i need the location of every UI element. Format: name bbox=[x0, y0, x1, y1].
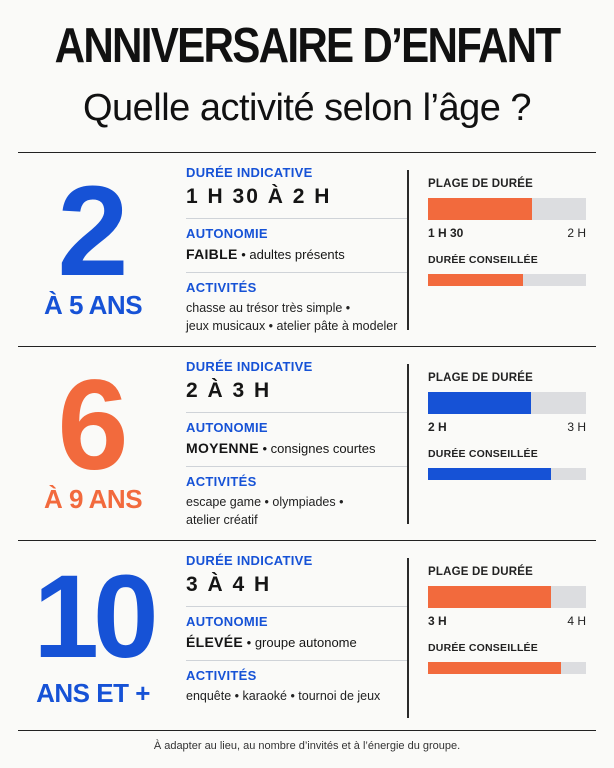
separator bbox=[186, 412, 408, 413]
activities-line: enquête • karaoké • tournoi de jeux bbox=[186, 689, 381, 703]
info-column: DURÉE INDICATIVE 1 H 30 À 2 H AUTONOMIE … bbox=[186, 165, 408, 335]
separator bbox=[186, 660, 408, 661]
recommended-bar-fill bbox=[428, 662, 561, 674]
age-number: 6 bbox=[57, 354, 129, 497]
autonomy-note: • consignes courtes bbox=[258, 441, 376, 456]
range-ticks: 2 H 3 H bbox=[428, 420, 586, 436]
range-bar-fill bbox=[428, 392, 531, 414]
range-min: 2 H bbox=[428, 420, 447, 434]
recommended-label: DURÉE CONSEILLÉE bbox=[428, 254, 538, 266]
recommended-bar-track bbox=[428, 468, 586, 480]
divider bbox=[18, 540, 596, 541]
autonomy-label: AUTONOMIE bbox=[186, 614, 268, 629]
range-bar-track bbox=[428, 198, 586, 220]
range-max: 3 H bbox=[567, 420, 586, 434]
activities-label: ACTIVITÉS bbox=[186, 474, 257, 489]
age-section-2-5: 2 À 5 ANS DURÉE INDICATIVE 1 H 30 À 2 H … bbox=[18, 156, 596, 346]
age-section-10-plus: 10 ANS ET + DURÉE INDICATIVE 3 À 4 H AUT… bbox=[18, 544, 596, 734]
divider bbox=[18, 346, 596, 347]
info-column: DURÉE INDICATIVE 3 À 4 H AUTONOMIE ÉLEVÉ… bbox=[186, 553, 408, 705]
activities-list: chasse au trésor très simple • jeux musi… bbox=[186, 299, 408, 335]
autonomy-label: AUTONOMIE bbox=[186, 226, 268, 241]
activities-line: chasse au trésor très simple • bbox=[186, 301, 351, 315]
activities-label: ACTIVITÉS bbox=[186, 280, 257, 295]
range-ticks: 1 H 30 2 H bbox=[428, 226, 586, 242]
footer-note: À adapter au lieu, au nombre d’invités e… bbox=[153, 740, 461, 752]
range-min: 3 H bbox=[428, 614, 447, 628]
autonomy-value: ÉLEVÉE • groupe autonome bbox=[186, 633, 408, 652]
range-label: PLAGE DE DURÉE bbox=[428, 372, 534, 384]
duration-gauges: PLAGE DE DURÉE 2 H 3 H DURÉE CONSEILLÉE bbox=[428, 372, 586, 480]
duration-value: 3 À 4 H bbox=[186, 573, 272, 596]
range-ticks: 3 H 4 H bbox=[428, 614, 586, 630]
separator bbox=[186, 272, 408, 273]
age-range: À 9 ANS bbox=[43, 484, 143, 514]
range-bar-track bbox=[428, 392, 586, 414]
activities-line: atelier créatif bbox=[186, 513, 258, 527]
autonomy-level: FAIBLE bbox=[186, 246, 238, 262]
age-section-6-9: 6 À 9 ANS DURÉE INDICATIVE 2 À 3 H AUTON… bbox=[18, 350, 596, 540]
activities-line: jeux musicaux • atelier pâte à modeler bbox=[186, 319, 398, 333]
autonomy-level: MOYENNE bbox=[186, 440, 259, 456]
separator bbox=[186, 218, 408, 219]
activities-list: enquête • karaoké • tournoi de jeux bbox=[186, 687, 408, 705]
autonomy-note: • groupe autonome bbox=[243, 635, 357, 650]
divider bbox=[18, 730, 596, 731]
separator bbox=[186, 466, 408, 467]
range-bar-track bbox=[428, 586, 586, 608]
autonomy-level: ÉLEVÉE bbox=[186, 634, 244, 650]
recommended-label: DURÉE CONSEILLÉE bbox=[428, 642, 538, 654]
vertical-divider bbox=[407, 170, 409, 330]
activities-line: escape game • olympiades • bbox=[186, 495, 344, 509]
duration-value: 1 H 30 À 2 H bbox=[186, 185, 332, 208]
divider bbox=[18, 152, 596, 153]
vertical-divider bbox=[407, 364, 409, 524]
range-max: 4 H bbox=[567, 614, 586, 628]
info-column: DURÉE INDICATIVE 2 À 3 H AUTONOMIE MOYEN… bbox=[186, 359, 408, 529]
recommended-label: DURÉE CONSEILLÉE bbox=[428, 448, 538, 460]
range-min: 1 H 30 bbox=[428, 226, 464, 240]
recommended-bar-track bbox=[428, 662, 586, 674]
age-range: ANS ET + bbox=[36, 678, 150, 708]
age-number: 10 bbox=[33, 551, 158, 683]
autonomy-note: • adultes présents bbox=[237, 247, 345, 262]
activities-label: ACTIVITÉS bbox=[186, 668, 257, 683]
range-bar-fill bbox=[428, 198, 533, 220]
duration-label: DURÉE INDICATIVE bbox=[186, 165, 313, 180]
page-title: ANNIVERSAIRE D’ENFANT bbox=[54, 19, 561, 73]
age-range: À 5 ANS bbox=[43, 290, 143, 320]
duration-gauges: PLAGE DE DURÉE 3 H 4 H DURÉE CONSEILLÉE bbox=[428, 566, 586, 674]
duration-label: DURÉE INDICATIVE bbox=[186, 553, 313, 568]
range-label: PLAGE DE DURÉE bbox=[428, 566, 534, 578]
age-number: 2 bbox=[57, 160, 129, 303]
duration-value: 2 À 3 H bbox=[186, 379, 272, 402]
recommended-bar-fill bbox=[428, 468, 552, 480]
range-max: 2 H bbox=[567, 226, 586, 240]
recommended-bar-track bbox=[428, 274, 586, 286]
autonomy-label: AUTONOMIE bbox=[186, 420, 268, 435]
duration-label: DURÉE INDICATIVE bbox=[186, 359, 313, 374]
range-bar-fill bbox=[428, 586, 552, 608]
page-subtitle: Quelle activité selon l’âge ? bbox=[82, 87, 532, 129]
duration-gauges: PLAGE DE DURÉE 1 H 30 2 H DURÉE CONSEILL… bbox=[428, 178, 586, 286]
autonomy-value: MOYENNE • consignes courtes bbox=[186, 439, 408, 458]
vertical-divider bbox=[407, 558, 409, 718]
separator bbox=[186, 606, 408, 607]
range-label: PLAGE DE DURÉE bbox=[428, 178, 534, 190]
recommended-bar-fill bbox=[428, 274, 523, 286]
autonomy-value: FAIBLE • adultes présents bbox=[186, 245, 408, 264]
activities-list: escape game • olympiades • atelier créat… bbox=[186, 493, 408, 529]
